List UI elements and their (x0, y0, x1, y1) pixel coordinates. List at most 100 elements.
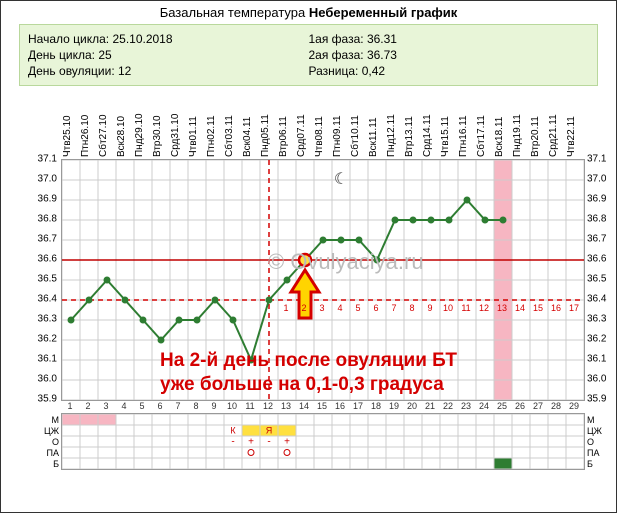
cycle-start-label: Начало цикла: (28, 32, 109, 46)
data-point (176, 317, 183, 324)
y-label: 36.9 (587, 194, 606, 205)
x-label: Втр30.10 (152, 115, 163, 157)
day-number: 26 (515, 401, 525, 411)
annotation-line2: уже больше на 0,1-0,3 градуса (160, 373, 457, 397)
minus-mark: - (267, 437, 270, 448)
chart-frame: Базальная температура Небеременный графи… (0, 0, 617, 513)
day-number: 12 (263, 401, 273, 411)
y-label: 36.9 (38, 194, 57, 205)
day-number: 24 (479, 401, 489, 411)
y-label: 36.7 (587, 234, 606, 245)
data-point (284, 277, 291, 284)
data-point (482, 217, 489, 224)
cycle-start-value: 25.10.2018 (112, 32, 172, 46)
y-label: 36.2 (587, 334, 606, 345)
bottom-row-label: ПА (587, 448, 599, 458)
x-label: Сбт27.10 (98, 114, 109, 157)
data-point (500, 217, 507, 224)
y-label: 37.0 (587, 174, 606, 185)
day-number: 9 (211, 401, 216, 411)
bottom-row-label: О (587, 437, 594, 447)
bottom-row-label: О (52, 437, 59, 447)
phase2-num: 6 (373, 303, 378, 313)
day-number: 27 (533, 401, 543, 411)
x-label: Чтв22.11 (566, 116, 577, 157)
moon-icon: ☾ (334, 171, 348, 188)
day-number: 13 (281, 401, 291, 411)
data-point (428, 217, 435, 224)
data-point (446, 217, 453, 224)
bottom-row-label: ПА (47, 448, 59, 458)
day-number: 20 (407, 401, 417, 411)
phase2-num: 8 (409, 303, 414, 313)
x-label: Втр20.11 (530, 116, 541, 157)
data-point (230, 317, 237, 324)
y-label: 36.5 (587, 274, 606, 285)
day-number: 4 (121, 401, 126, 411)
y-label: 36.4 (38, 294, 57, 305)
data-point (392, 217, 399, 224)
day-number: 11 (245, 401, 254, 411)
info-col-right: 1ая фаза: 36.31 2ая фаза: 36.73 Разница:… (309, 31, 590, 79)
plus-mark: + (248, 437, 254, 448)
x-label: Птн02.11 (206, 115, 217, 157)
diff-value: 0,42 (362, 64, 385, 78)
day-number: 7 (175, 401, 180, 411)
data-point (68, 317, 75, 324)
x-label: Пнд05.11 (260, 114, 271, 157)
y-label: 36.0 (587, 374, 606, 385)
diff-label: Разница: (309, 64, 359, 78)
cycle-day-value: 25 (98, 48, 111, 62)
x-label: Птн16.11 (458, 115, 469, 157)
x-axis-labels: Чтв25.10Птн26.10Сбт27.10Вск28.10Пнд29.10… (61, 87, 583, 157)
day-number: 21 (425, 401, 435, 411)
data-point (194, 317, 201, 324)
cycle-info-box: Начало цикла: 25.10.2018 День цикла: 25 … (19, 24, 598, 86)
annotation-line1: На 2-й день после овуляции БТ (160, 349, 457, 373)
phase2-num: 12 (479, 303, 489, 313)
phase1-label: 1ая фаза: (309, 32, 364, 46)
day-number: 10 (227, 401, 237, 411)
x-label: Втр13.11 (404, 116, 415, 157)
y-label: 36.8 (587, 214, 606, 225)
day-number: 6 (157, 401, 162, 411)
x-label: Птн26.10 (80, 115, 91, 157)
minus-mark: - (231, 437, 234, 448)
day-number: 22 (443, 401, 453, 411)
x-label: Пнд29.10 (134, 113, 145, 157)
menstruation-cell (80, 414, 98, 425)
day-number: 16 (335, 401, 345, 411)
y-label: 36.8 (38, 214, 57, 225)
x-label: Чтв08.11 (314, 116, 325, 157)
x-label: Вск11.11 (368, 117, 379, 157)
x-label: Пнд12.11 (386, 114, 397, 157)
day-number: 1 (67, 401, 72, 411)
phase2-label: 2ая фаза: (309, 48, 364, 62)
circle-mark (248, 450, 254, 456)
phase2-num: 16 (551, 303, 561, 313)
phase2-num: 9 (427, 303, 432, 313)
y-label: 36.6 (38, 254, 57, 265)
x-label: Срд14.11 (422, 114, 433, 157)
day-number: 23 (461, 401, 471, 411)
y-label: 36.6 (587, 254, 606, 265)
y-label: 35.9 (38, 394, 57, 405)
y-label: 36.1 (587, 354, 606, 365)
x-label: Срд31.10 (170, 114, 181, 157)
day-number: 19 (389, 401, 399, 411)
cycle-day-label: День цикла: (28, 48, 95, 62)
bottom-row-label: М (52, 415, 60, 425)
y-label: 36.0 (38, 374, 57, 385)
day-number: 3 (103, 401, 108, 411)
day-number: 14 (299, 401, 309, 411)
day-number: 2 (85, 401, 90, 411)
info-col-left: Начало цикла: 25.10.2018 День цикла: 25 … (28, 31, 309, 79)
data-point (104, 277, 111, 284)
phase2-num: 4 (337, 303, 342, 313)
bottom-row-label: ЦЖ (587, 426, 602, 436)
phase2-num: 15 (533, 303, 543, 313)
x-label: Сбт10.11 (350, 115, 361, 157)
bottom-tracking-grid: КЯ++--ММЦЖЦЖООПАПАББ (61, 413, 585, 470)
data-point (464, 197, 471, 204)
menstruation-cell (62, 414, 80, 425)
